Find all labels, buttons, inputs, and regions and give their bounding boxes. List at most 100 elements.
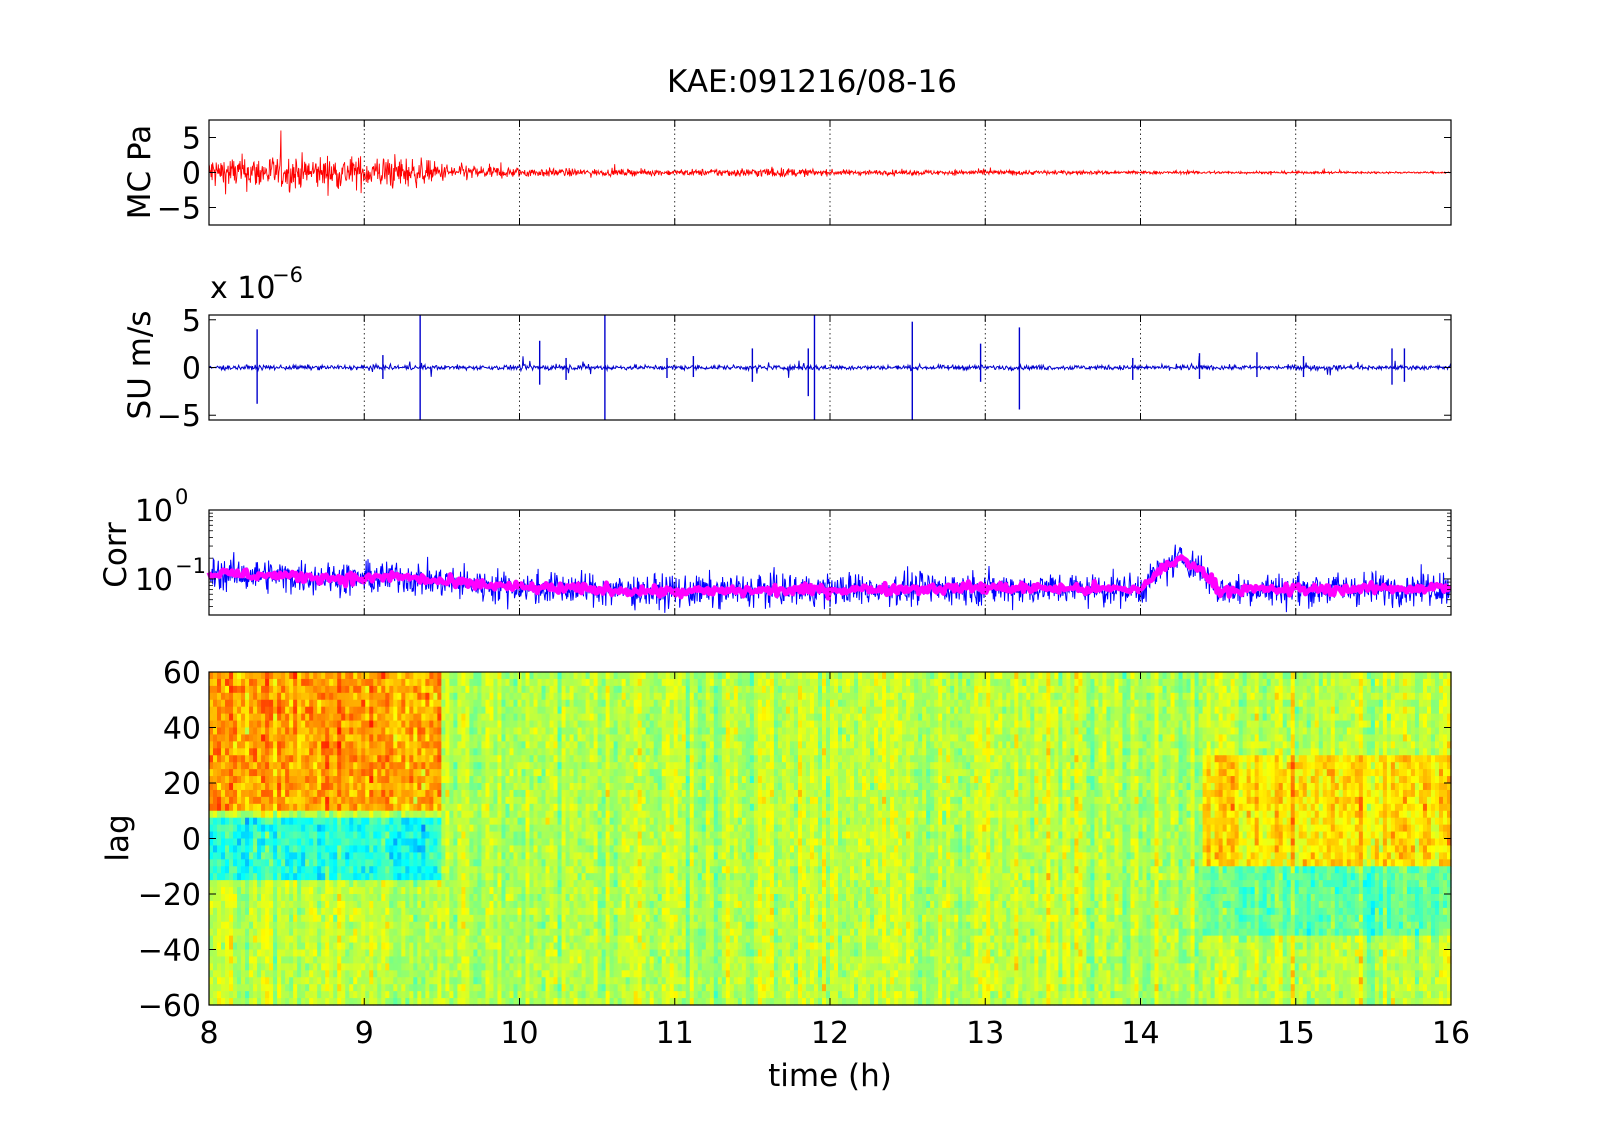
- heatmap-cell: [453, 942, 458, 951]
- heatmap-cell: [589, 699, 595, 708]
- heatmap-cell: [513, 845, 519, 853]
- heatmap-cell: [501, 831, 507, 840]
- heatmap-cell: [321, 789, 326, 798]
- heatmap-cell: [317, 921, 322, 930]
- heatmap-cell: [289, 692, 294, 701]
- heatmap-cell: [537, 796, 543, 805]
- heatmap-cell: [541, 921, 547, 930]
- heatmap-cell: [425, 880, 430, 888]
- heatmap-cell: [373, 727, 378, 736]
- heatmap-cell: [309, 949, 314, 958]
- heatmap-cell: [397, 762, 402, 770]
- heatmap-cell: [317, 824, 322, 833]
- heatmap-cell: [429, 796, 434, 805]
- heatmap-cell: [425, 810, 430, 819]
- heatmap-cell: [397, 803, 402, 812]
- heatmap-cell: [313, 873, 318, 881]
- heatmap-cell: [341, 755, 346, 763]
- heatmap-cell: [321, 685, 326, 694]
- heatmap-cell: [557, 713, 563, 722]
- heatmap-cell: [345, 956, 350, 964]
- heatmap-cell: [337, 866, 342, 874]
- heatmap-cell: [549, 984, 555, 992]
- heatmap-cell: [409, 970, 414, 978]
- heatmap-cell: [289, 713, 294, 722]
- heatmap-cell: [261, 734, 266, 742]
- heatmap-cell: [589, 873, 595, 881]
- heatmap-cell: [489, 713, 495, 722]
- heatmap-cell: [297, 803, 302, 812]
- heatmap-cell: [533, 727, 539, 736]
- heatmap-cell: [333, 845, 338, 853]
- heatmap-cell: [245, 789, 250, 798]
- heatmap-cell: [477, 949, 483, 958]
- heatmap-cell: [549, 914, 555, 923]
- heatmap-cell: [453, 991, 458, 999]
- heatmap-cell: [513, 755, 519, 763]
- heatmap-cell: [505, 803, 511, 812]
- heatmap-cell: [357, 838, 362, 847]
- heatmap-cell: [565, 769, 571, 777]
- heatmap-cell: [365, 887, 370, 895]
- heatmap-cell: [385, 984, 390, 992]
- heatmap-cell: [377, 838, 382, 847]
- heatmap-cell: [465, 685, 471, 694]
- heatmap-cell: [325, 866, 330, 874]
- heatmap-cell: [413, 727, 418, 736]
- heatmap-cell: [325, 998, 330, 1006]
- heatmap-cell: [509, 984, 515, 992]
- heatmap-cell: [261, 713, 266, 722]
- heatmap-cell: [529, 859, 535, 867]
- heatmap-cell: [273, 796, 278, 805]
- heatmap-cell: [537, 803, 543, 812]
- heatmap-cell: [209, 866, 214, 874]
- heatmap-cell: [453, 741, 458, 749]
- heatmap-cell: [313, 963, 318, 971]
- heatmap-cell: [337, 998, 342, 1006]
- heatmap-cell: [293, 873, 298, 881]
- heatmap-cell: [365, 838, 370, 847]
- heatmap-cell: [517, 914, 523, 923]
- heatmap-cell: [305, 685, 310, 694]
- heatmap-cell: [217, 977, 222, 985]
- heatmap-cell: [485, 907, 491, 916]
- heatmap-cell: [229, 831, 234, 840]
- heatmap-cell: [509, 949, 515, 958]
- heatmap-cell: [249, 776, 254, 784]
- heatmap-cell: [465, 817, 471, 826]
- heatmap-cell: [353, 762, 358, 770]
- heatmap-cell: [277, 762, 282, 770]
- heatmap-cell: [217, 838, 222, 847]
- heatmap-cell: [389, 824, 394, 833]
- heatmap-cell: [321, 866, 326, 874]
- heatmap-cell: [413, 928, 418, 937]
- heatmap-cell: [333, 706, 338, 715]
- heatmap-cell: [321, 776, 326, 784]
- heatmap-cell: [449, 845, 454, 853]
- heatmap-cell: [297, 984, 302, 992]
- heatmap-cell: [221, 810, 226, 819]
- heatmap-cell: [457, 789, 463, 798]
- heatmap-cell: [241, 873, 246, 881]
- heatmap-cell: [457, 928, 463, 937]
- heatmap-cell: [565, 921, 571, 930]
- heatmap-cell: [305, 970, 310, 978]
- heatmap-cell: [289, 755, 294, 763]
- heatmap-cell: [437, 817, 442, 826]
- heatmap-cell: [389, 817, 394, 826]
- heatmap-cell: [213, 907, 218, 916]
- heatmap-cell: [601, 963, 607, 971]
- heatmap-cell: [457, 831, 463, 840]
- heatmap-cell: [469, 672, 475, 680]
- heatmap-cell: [289, 672, 294, 680]
- heatmap-cell: [261, 984, 266, 992]
- heatmap-cell: [293, 887, 298, 895]
- heatmap-cell: [553, 880, 559, 888]
- heatmap-cell: [301, 789, 306, 798]
- heatmap-cell: [425, 706, 430, 715]
- heatmap-cell: [553, 914, 559, 923]
- heatmap-cell: [453, 810, 458, 819]
- heatmap-cell: [249, 949, 254, 958]
- heatmap-cell: [309, 685, 314, 694]
- heatmap-cell: [337, 859, 342, 867]
